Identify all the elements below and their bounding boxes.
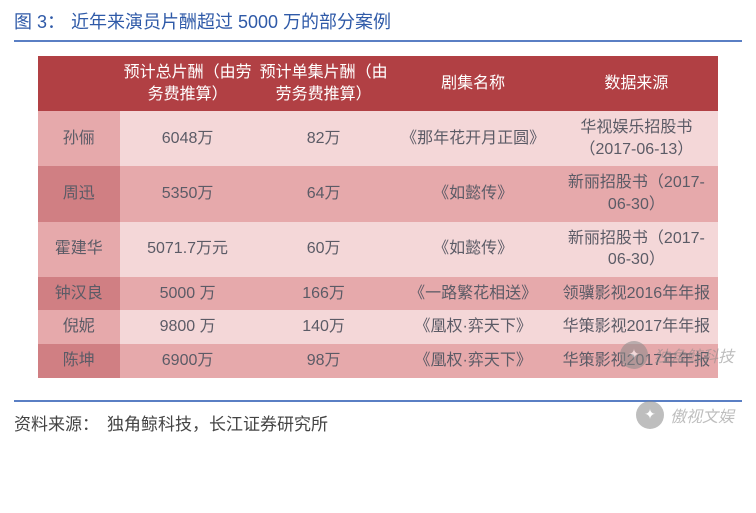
source-text: 独角鲸科技，长江证券研究所 <box>107 410 328 435</box>
actor-name-cell: 陈坤 <box>38 344 120 378</box>
table-cell: 140万 <box>256 310 392 344</box>
table-header-cell: 剧集名称 <box>392 56 555 111</box>
figure-container: 图 3： 近年来演员片酬超过 5000 万的部分案例 预计总片酬（由劳务费推算）… <box>0 0 756 455</box>
figure-title: 近年来演员片酬超过 5000 万的部分案例 <box>71 8 391 34</box>
salary-table: 预计总片酬（由劳务费推算）预计单集片酬（由劳务费推算）剧集名称数据来源 孙俪60… <box>38 56 718 378</box>
table-header-cell: 预计总片酬（由劳务费推算） <box>120 56 256 111</box>
table-row: 倪妮9800 万140万《凰权·弈天下》华策影视2017年年报 <box>38 310 718 344</box>
table-cell: 5000 万 <box>120 277 256 311</box>
table-header-cell: 数据来源 <box>555 56 718 111</box>
table-row: 陈坤6900万98万《凰权·弈天下》华策影视2017年年报 <box>38 344 718 378</box>
actor-name-cell: 周迅 <box>38 166 120 221</box>
table-row: 霍建华5071.7万元60万《如懿传》新丽招股书（2017-06-30） <box>38 222 718 277</box>
watermark-text: 傲视文娱 <box>670 403 734 427</box>
actor-name-cell: 霍建华 <box>38 222 120 277</box>
table-cell: 《如懿传》 <box>392 166 555 221</box>
table-cell: 9800 万 <box>120 310 256 344</box>
watermark: ✦独角鲸科技 <box>620 341 734 369</box>
table-cell: 新丽招股书（2017-06-30） <box>555 166 718 221</box>
table-row: 孙俪6048万82万《那年花开月正圆》华视娱乐招股书（2017-06-13） <box>38 111 718 166</box>
table-cell: 166万 <box>256 277 392 311</box>
actor-name-cell: 倪妮 <box>38 310 120 344</box>
source-label: 资料来源： <box>14 410 99 435</box>
source-row: 资料来源： 独角鲸科技，长江证券研究所 <box>14 400 742 435</box>
table-header-cell <box>38 56 120 111</box>
table-cell: 5071.7万元 <box>120 222 256 277</box>
watermark: ✦傲视文娱 <box>636 401 734 429</box>
actor-name-cell: 孙俪 <box>38 111 120 166</box>
table-cell: 60万 <box>256 222 392 277</box>
wechat-icon: ✦ <box>620 341 648 369</box>
table-cell: 98万 <box>256 344 392 378</box>
table-body: 孙俪6048万82万《那年花开月正圆》华视娱乐招股书（2017-06-13）周迅… <box>38 111 718 377</box>
table-cell: 5350万 <box>120 166 256 221</box>
table-cell: 6900万 <box>120 344 256 378</box>
table-cell: 《如懿传》 <box>392 222 555 277</box>
table-cell: 6048万 <box>120 111 256 166</box>
table-cell: 《一路繁花相送》 <box>392 277 555 311</box>
table-cell: 64万 <box>256 166 392 221</box>
table-row: 周迅5350万64万《如懿传》新丽招股书（2017-06-30） <box>38 166 718 221</box>
table-row: 钟汉良5000 万166万《一路繁花相送》领骥影视2016年年报 <box>38 277 718 311</box>
table-cell: 领骥影视2016年年报 <box>555 277 718 311</box>
watermark-text: 独角鲸科技 <box>654 343 734 367</box>
figure-title-row: 图 3： 近年来演员片酬超过 5000 万的部分案例 <box>14 8 742 42</box>
wechat-icon: ✦ <box>636 401 664 429</box>
table-cell: 《那年花开月正圆》 <box>392 111 555 166</box>
table-header-row: 预计总片酬（由劳务费推算）预计单集片酬（由劳务费推算）剧集名称数据来源 <box>38 56 718 111</box>
table-cell: 华策影视2017年年报 <box>555 310 718 344</box>
table-header-cell: 预计单集片酬（由劳务费推算） <box>256 56 392 111</box>
figure-label: 图 3： <box>14 8 65 34</box>
table-cell: 新丽招股书（2017-06-30） <box>555 222 718 277</box>
table-cell: 82万 <box>256 111 392 166</box>
table-cell: 《凰权·弈天下》 <box>392 344 555 378</box>
table-cell: 《凰权·弈天下》 <box>392 310 555 344</box>
actor-name-cell: 钟汉良 <box>38 277 120 311</box>
table-wrap: 预计总片酬（由劳务费推算）预计单集片酬（由劳务费推算）剧集名称数据来源 孙俪60… <box>14 56 742 390</box>
table-cell: 华视娱乐招股书（2017-06-13） <box>555 111 718 166</box>
